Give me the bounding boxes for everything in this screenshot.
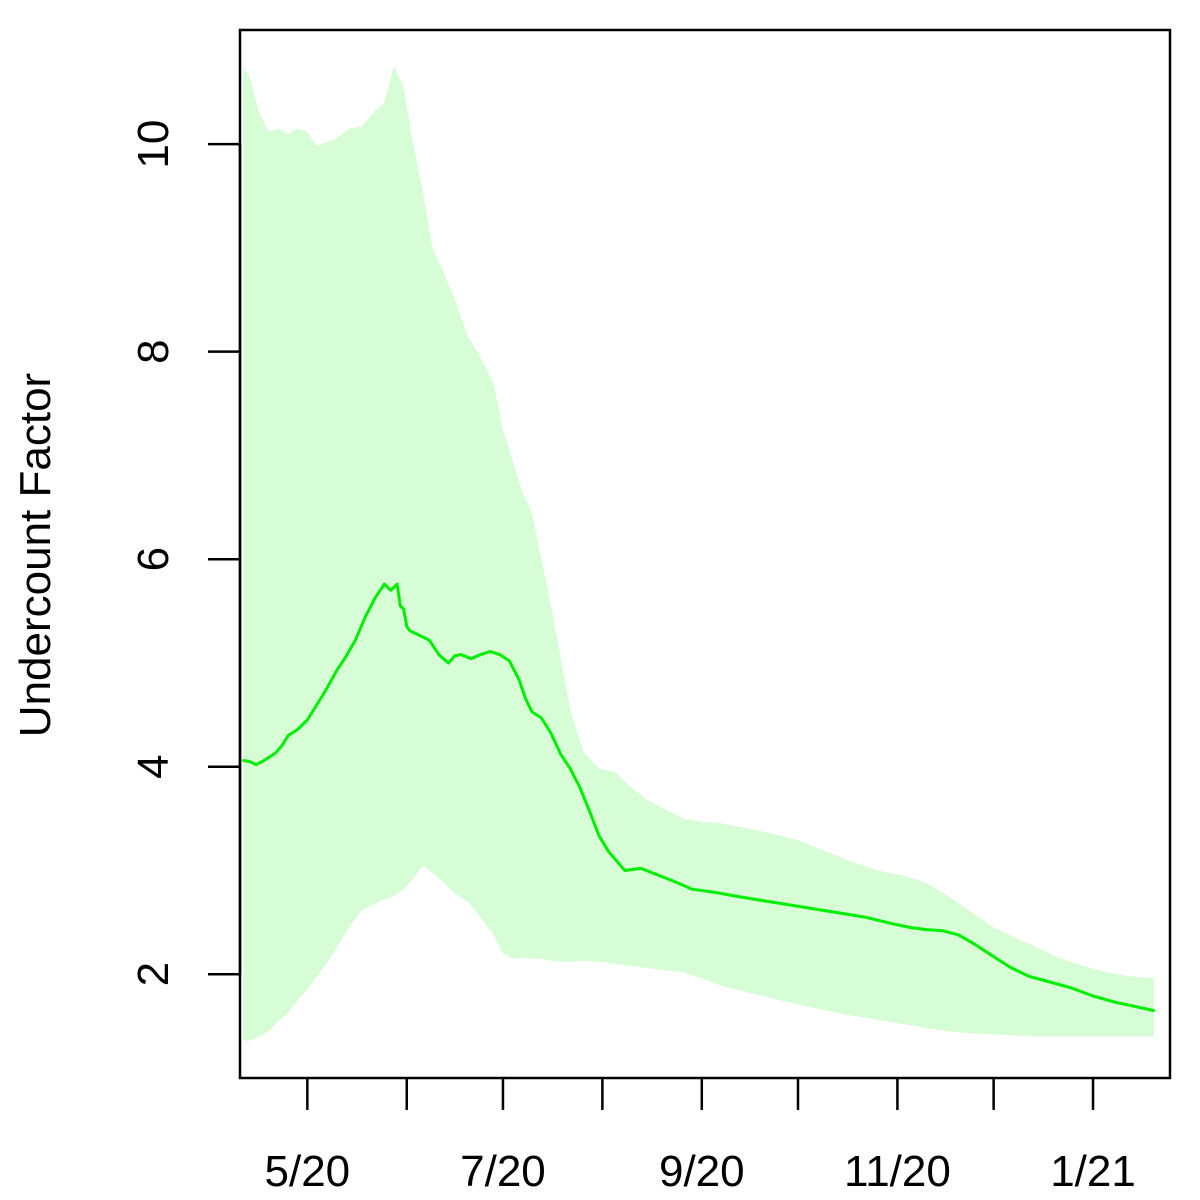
confidence-band	[243, 66, 1154, 1041]
line-point	[889, 922, 893, 925]
line-point	[1152, 1009, 1156, 1012]
line-point	[787, 903, 790, 906]
line-point	[508, 659, 511, 663]
line-point	[267, 756, 271, 759]
line-point	[315, 703, 319, 706]
x-tick-label: 7/20	[460, 1147, 546, 1196]
line-point	[517, 678, 521, 681]
line-point	[280, 744, 283, 748]
line-point	[248, 760, 251, 763]
y-tick-label: 4	[129, 754, 178, 778]
line-point	[242, 759, 245, 762]
line-point	[395, 582, 399, 586]
line-point	[354, 638, 357, 642]
line-point	[1091, 994, 1095, 998]
line-point	[373, 597, 376, 600]
line-point	[428, 638, 431, 642]
x-tick-label: 11/20	[844, 1147, 951, 1196]
estimate-line-layer	[242, 582, 1156, 1013]
line-point	[735, 895, 739, 898]
line-point	[812, 907, 816, 911]
line-point	[447, 661, 450, 665]
line-point	[1133, 1005, 1136, 1008]
line-point	[598, 835, 601, 838]
x-tick-label: 9/20	[659, 1147, 745, 1196]
y-tick-label: 10	[129, 120, 178, 169]
line-point	[607, 850, 610, 853]
line-point	[383, 582, 386, 586]
line-point	[540, 716, 543, 720]
line-point	[864, 916, 867, 919]
line-point	[639, 867, 643, 870]
line-point	[402, 607, 405, 611]
line-point	[941, 929, 944, 932]
line-point	[1114, 1001, 1117, 1004]
line-point	[437, 653, 440, 656]
line-point	[399, 604, 402, 608]
line-point	[405, 625, 408, 628]
line-point	[549, 732, 553, 735]
line-point	[569, 767, 572, 770]
line-point	[713, 891, 716, 894]
x-tick-label: 1/21	[1050, 1147, 1136, 1196]
y-tick-label: 8	[129, 339, 178, 363]
x-axis: 5/20 7/20 9/20 11/20 1/21	[265, 1078, 1136, 1196]
line-point	[389, 589, 392, 592]
line-point	[261, 760, 264, 763]
line-point	[838, 911, 841, 915]
line-point	[254, 763, 258, 766]
line-point	[691, 888, 694, 891]
line-point	[623, 869, 626, 872]
x-tick-label: 5/20	[265, 1147, 351, 1196]
line-point	[909, 926, 912, 929]
line-point	[325, 687, 328, 691]
line-point	[655, 873, 659, 876]
line-point	[344, 655, 347, 658]
line-point	[1008, 965, 1011, 969]
y-tick-label: 2	[129, 962, 178, 986]
line-point	[588, 810, 591, 813]
line-point	[1069, 986, 1072, 989]
line-point	[530, 710, 533, 713]
line-point	[453, 654, 457, 657]
line-point	[469, 657, 473, 660]
y-axis-title: Undercount Factor	[11, 373, 60, 737]
line-point	[488, 650, 492, 653]
y-axis: 2 4 6 8 10	[129, 120, 242, 986]
line-point	[460, 653, 463, 656]
line-point	[957, 933, 960, 936]
line-point	[286, 734, 290, 737]
confidence-band-layer	[243, 66, 1154, 1041]
line-point	[1046, 980, 1050, 983]
line-point	[925, 928, 928, 931]
y-tick-label: 6	[129, 547, 178, 571]
line-point	[989, 953, 992, 956]
line-point	[306, 718, 309, 722]
line-point	[296, 728, 299, 731]
line-point	[559, 753, 562, 756]
line-point	[274, 752, 277, 755]
line-point	[363, 616, 367, 619]
line-point	[973, 942, 976, 946]
line-point	[578, 786, 582, 789]
line-point	[671, 879, 675, 883]
line-point	[498, 653, 501, 656]
line-point	[415, 632, 418, 636]
line-point	[761, 899, 764, 902]
line-point	[524, 697, 527, 700]
line-point	[479, 653, 482, 656]
line-point	[1027, 975, 1031, 978]
line-point	[335, 670, 338, 673]
line-point	[408, 629, 412, 632]
